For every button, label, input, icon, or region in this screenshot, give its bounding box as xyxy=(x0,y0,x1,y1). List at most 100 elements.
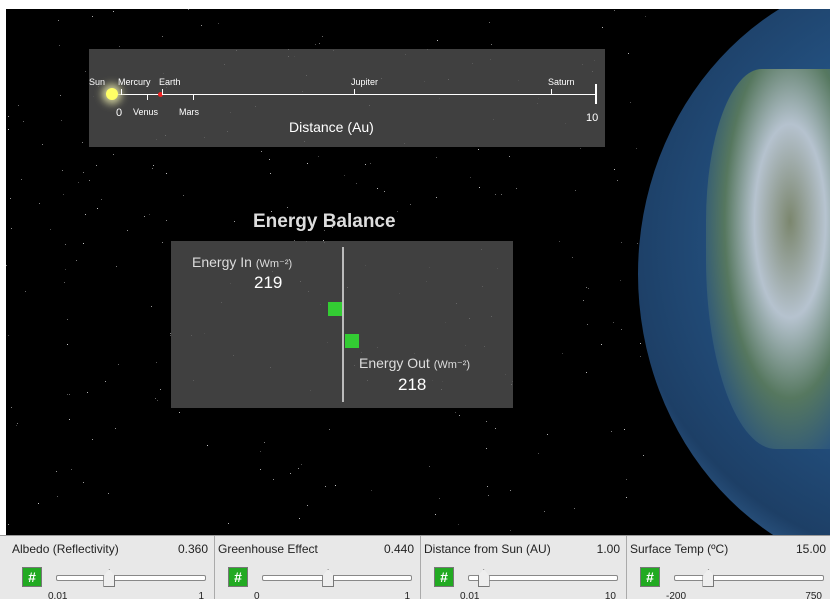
star xyxy=(516,188,517,189)
slider-thumb[interactable] xyxy=(103,569,115,587)
star xyxy=(71,469,72,470)
edit-button[interactable]: # xyxy=(640,567,660,587)
energy-out-unit: (Wm⁻²) xyxy=(434,359,470,371)
slider-track[interactable] xyxy=(674,575,824,581)
star xyxy=(234,221,235,222)
scale-max: 10 xyxy=(586,112,598,124)
scale-min: 0 xyxy=(116,107,122,119)
star xyxy=(488,495,489,496)
control-label: Albedo (Reflectivity) xyxy=(12,542,119,556)
star xyxy=(620,280,621,281)
star xyxy=(10,198,11,199)
slider-track[interactable] xyxy=(262,575,412,581)
star xyxy=(92,16,93,17)
star xyxy=(307,505,308,506)
planet-label: Sun xyxy=(89,77,105,87)
slider-thumb[interactable] xyxy=(702,569,714,587)
star xyxy=(459,415,460,416)
star xyxy=(509,156,510,157)
star xyxy=(261,151,262,152)
star xyxy=(640,356,641,357)
star xyxy=(356,183,357,184)
star xyxy=(157,400,158,401)
control-label: Surface Temp (ºC) xyxy=(630,542,728,556)
slider-min: -200 xyxy=(666,591,686,599)
star xyxy=(335,485,336,486)
star xyxy=(270,173,271,174)
control-label: Greenhouse Effect xyxy=(218,542,318,556)
star xyxy=(322,36,323,37)
star xyxy=(645,16,646,17)
control-value: 0.360 xyxy=(178,542,208,556)
star xyxy=(8,335,9,336)
star xyxy=(559,241,560,242)
slider-min: 0.01 xyxy=(48,591,67,599)
star xyxy=(318,156,319,157)
star xyxy=(8,129,9,130)
star xyxy=(562,353,563,354)
star xyxy=(67,319,68,320)
star xyxy=(384,191,385,192)
energy-in-unit: (Wm⁻²) xyxy=(256,258,292,270)
star xyxy=(83,482,84,483)
planet-tick xyxy=(354,89,355,95)
star xyxy=(626,497,627,498)
star xyxy=(64,282,65,283)
star xyxy=(435,514,436,515)
edit-button[interactable]: # xyxy=(434,567,454,587)
energy-out-bar xyxy=(345,334,359,348)
star xyxy=(260,451,261,452)
edit-button[interactable]: # xyxy=(228,567,248,587)
star xyxy=(501,194,502,195)
slider-thumb[interactable] xyxy=(322,569,334,587)
star xyxy=(410,204,411,205)
star xyxy=(63,194,64,195)
star xyxy=(58,20,59,21)
star xyxy=(144,216,145,217)
star xyxy=(583,300,584,301)
star xyxy=(8,524,9,525)
star xyxy=(487,486,488,487)
star xyxy=(108,493,109,494)
star xyxy=(82,142,83,143)
slider-min: 0.01 xyxy=(460,591,479,599)
star xyxy=(455,412,456,413)
star xyxy=(574,508,575,509)
planet-label: Saturn xyxy=(548,77,575,87)
star xyxy=(269,159,270,160)
star xyxy=(65,269,66,270)
control-label: Distance from Sun (AU) xyxy=(424,542,551,556)
energy-out-label: Energy Out (Wm⁻²) xyxy=(359,355,470,371)
star xyxy=(470,177,471,178)
star xyxy=(621,329,622,330)
star xyxy=(179,412,180,413)
star xyxy=(166,173,167,174)
star xyxy=(580,148,581,149)
edit-button[interactable]: # xyxy=(22,567,42,587)
star xyxy=(588,288,589,289)
star xyxy=(67,344,68,345)
balance-axis xyxy=(342,247,344,402)
star xyxy=(586,287,587,288)
star xyxy=(60,95,61,96)
slider-thumb[interactable] xyxy=(478,569,490,587)
star xyxy=(113,154,114,155)
slider-track[interactable] xyxy=(468,575,618,581)
star xyxy=(153,165,154,166)
star xyxy=(152,168,153,169)
star xyxy=(16,425,17,426)
control-panel: Distance from Sun (AU)1.00#0.0110 xyxy=(420,536,627,599)
star xyxy=(319,43,320,44)
star xyxy=(486,448,487,449)
star xyxy=(61,120,62,121)
star xyxy=(116,266,117,267)
star xyxy=(626,479,627,480)
slider-max: 1 xyxy=(198,591,204,599)
star xyxy=(290,473,291,474)
slider-track[interactable] xyxy=(56,575,206,581)
star xyxy=(587,324,588,325)
star xyxy=(572,257,573,258)
star xyxy=(11,228,12,229)
planet-label: Earth xyxy=(159,77,181,87)
